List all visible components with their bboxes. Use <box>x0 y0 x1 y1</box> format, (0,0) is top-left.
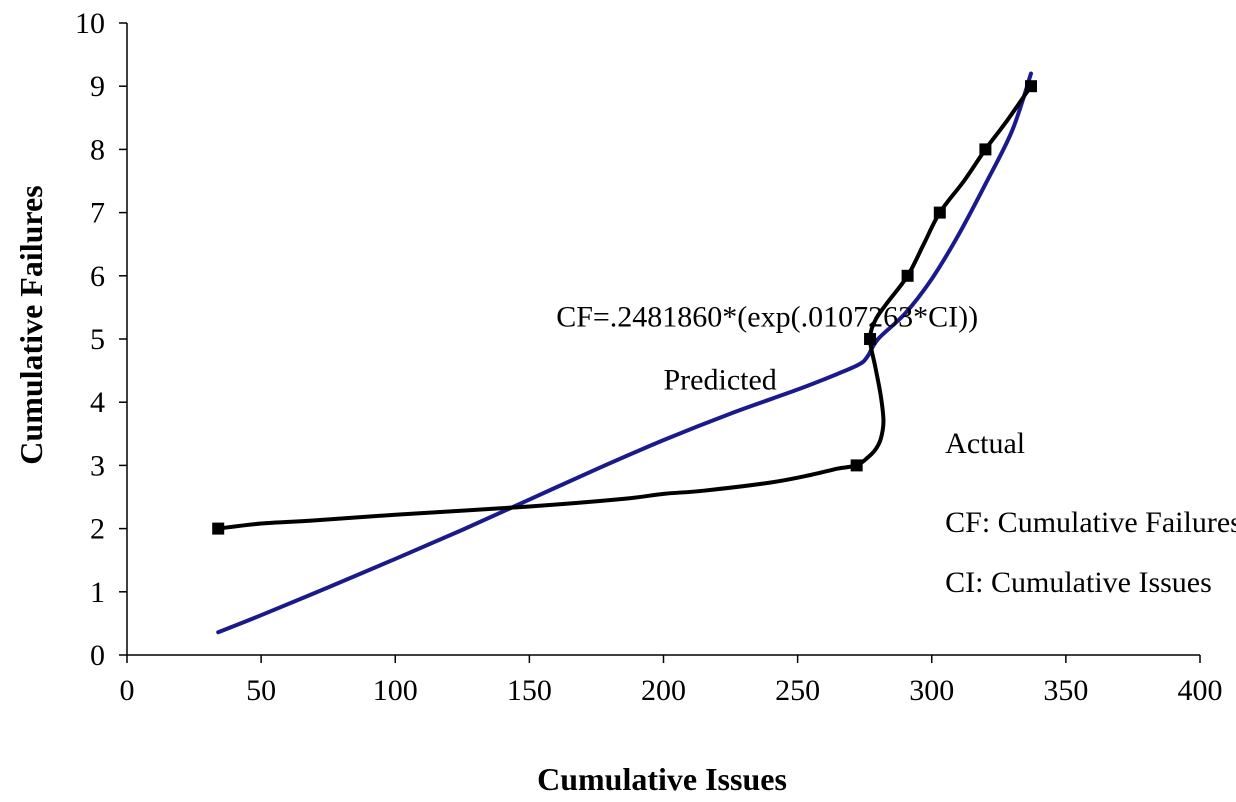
y-tick-label: 3 <box>90 449 105 482</box>
annotation-label: CF: Cumulative Failures <box>945 506 1236 539</box>
annotation-label: CI: Cumulative Issues <box>945 566 1212 599</box>
y-tick-label: 6 <box>90 260 105 293</box>
x-tick-label: 50 <box>246 674 276 707</box>
y-tick-label: 9 <box>90 70 105 103</box>
x-tick-label: 250 <box>775 674 820 707</box>
y-tick-label: 10 <box>75 7 105 40</box>
y-tick-label: 5 <box>90 323 105 356</box>
x-tick-label: 150 <box>507 674 552 707</box>
y-tick-label: 8 <box>90 133 105 166</box>
x-tick-label: 200 <box>641 674 686 707</box>
y-axis-title: Cumulative Failures <box>13 185 49 464</box>
actual-data-point <box>1025 80 1038 93</box>
actual-data-point <box>850 459 863 472</box>
y-tick-label: 1 <box>90 576 105 609</box>
actual-data-point <box>212 522 225 535</box>
x-tick-label: 100 <box>373 674 418 707</box>
annotation-label: CF=.2481860*(exp(.0107263*CI)) <box>556 300 978 333</box>
annotation-layer: CF=.2481860*(exp(.0107263*CI)) Predicted A… <box>556 300 1236 598</box>
x-axis-title: Cumulative Issues <box>537 761 787 797</box>
y-tick-label: 0 <box>90 639 105 672</box>
actual-data-point <box>979 143 992 156</box>
annotation-label: Actual <box>945 427 1025 460</box>
y-tick-label: 4 <box>90 386 105 419</box>
series-layer <box>212 71 1038 635</box>
actual-data-point <box>864 333 877 345</box>
y-tick-label: 7 <box>90 197 105 230</box>
x-tick-label: 0 <box>120 674 135 707</box>
actual-data-point <box>901 269 914 282</box>
actual-series-line <box>216 84 1033 531</box>
predicted-series-line <box>216 71 1033 635</box>
x-tick-label: 400 <box>1178 674 1223 707</box>
x-tick-label: 300 <box>909 674 954 707</box>
x-tick-label: 350 <box>1043 674 1088 707</box>
y-tick-label: 2 <box>90 513 105 546</box>
actual-data-point <box>933 206 946 219</box>
annotation-label: Predicted <box>664 364 777 397</box>
